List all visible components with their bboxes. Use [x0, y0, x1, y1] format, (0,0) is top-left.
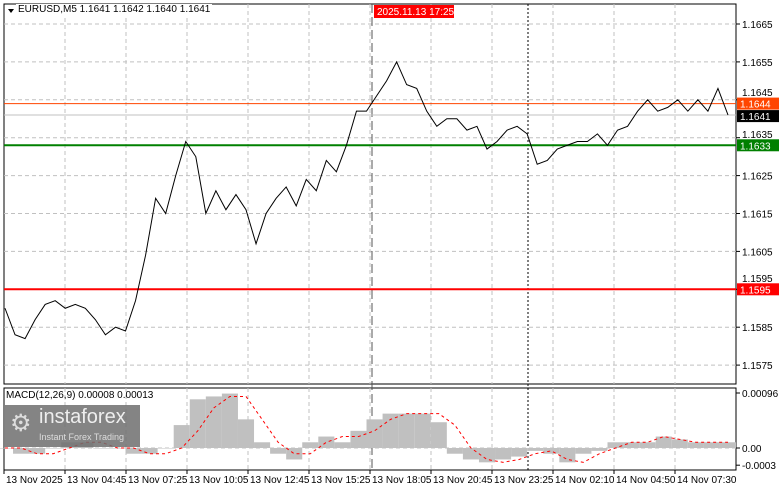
macd-histogram-bar: [703, 442, 720, 448]
x-tick-label: 13 Nov 23:25: [494, 475, 554, 486]
y-tick-label: 1.1635: [742, 130, 773, 141]
level-price-label: 1.1633: [740, 141, 771, 152]
instaforex-logo: ⚙ instaforex Instant Forex Trading: [5, 405, 140, 447]
macd-y-tick-label: 0.00: [742, 444, 762, 455]
x-tick-label: 13 Nov 2025: [6, 475, 63, 486]
x-tick-label: 14 Nov 02:10: [555, 475, 615, 486]
dropdown-triangle-icon: [8, 9, 14, 13]
chart-title: EURUSD,M5 1.1641 1.1642 1.1640 1.1641: [16, 4, 213, 15]
macd-histogram-bar: [671, 439, 688, 448]
y-tick-label: 1.1585: [742, 323, 773, 334]
level-price-tag: [737, 139, 779, 152]
macd-histogram-bar: [125, 448, 142, 454]
macd-histogram-bar: [13, 448, 30, 454]
crosshair-time-label: 2025.11.13 17:25: [377, 7, 455, 18]
macd-histogram-bar: [237, 419, 255, 448]
x-tick-label: 13 Nov 12:45: [250, 475, 310, 486]
gear-logo-icon: ⚙: [10, 410, 32, 437]
x-tick-label: 14 Nov 07:30: [677, 475, 737, 486]
macd-histogram-bar: [559, 448, 576, 463]
macd-histogram-bar: [446, 448, 463, 454]
x-tick-label: 13 Nov 15:25: [311, 475, 371, 486]
y-tick-label: 1.1625: [742, 172, 773, 183]
macd-label: MACD(12,26,9) 0.00008 0.00013: [6, 390, 154, 401]
logo-brand: instaforex: [39, 406, 126, 428]
y-tick-label: 1.1615: [742, 210, 773, 221]
y-tick-label: 1.1645: [742, 88, 773, 99]
macd-histogram-bar: [93, 448, 110, 449]
macd-histogram-bar: [29, 448, 46, 454]
macd-histogram-bar: [254, 442, 271, 448]
macd-histogram-bar: [639, 442, 656, 448]
level-price-label: 1.1644: [740, 100, 771, 111]
macd-histogram-bar: [334, 442, 351, 448]
macd-histogram-bar: [173, 425, 190, 448]
x-tick-label: 13 Nov 10:05: [189, 475, 249, 486]
price-series-line: [4, 60, 729, 340]
x-tick-label: 13 Nov 04:45: [67, 475, 127, 486]
macd-histogram-bar: [623, 442, 640, 448]
logo-tagline: Instant Forex Trading: [39, 432, 125, 442]
current-price-tag: [737, 110, 779, 123]
macd-histogram-bar: [270, 448, 287, 454]
macd-y-tick-label: 0.00096: [742, 389, 779, 400]
macd-histogram-bar: [45, 448, 62, 449]
macd-histogram-bar: [221, 393, 238, 448]
x-tick-label: 13 Nov 20:45: [433, 475, 493, 486]
macd-histogram-bar: [205, 396, 222, 448]
y-tick-label: 1.1595: [742, 274, 773, 285]
macd-histogram-bar: [655, 436, 672, 448]
macd-histogram-bar: [719, 442, 737, 448]
macd-histogram-bar: [157, 448, 174, 449]
macd-histogram-bar: [366, 419, 383, 448]
macd-histogram-bar: [607, 442, 624, 448]
macd-histogram-bar: [318, 436, 335, 448]
y-tick-label: 1.1655: [742, 58, 773, 69]
macd-histogram-bar: [543, 448, 560, 454]
crosshair-time-tag: [374, 5, 454, 18]
current-price-label: 1.1641: [740, 112, 771, 123]
y-tick-label: 1.1665: [742, 20, 773, 31]
x-tick-label: 13 Nov 07:25: [128, 475, 188, 486]
macd-histogram-bar: [478, 448, 496, 463]
macd-histogram-bar: [511, 448, 528, 457]
macd-histogram-bar: [575, 448, 592, 454]
macd-histogram-bar: [141, 448, 158, 454]
macd-histogram-bar: [382, 413, 399, 448]
level-price-tag: [737, 283, 779, 296]
macd-histogram-bar: [527, 448, 544, 451]
level-price-tag: [737, 97, 779, 110]
macd-histogram-bar: [495, 448, 512, 460]
macd-histogram-bar: [286, 448, 303, 460]
macd-histogram-bar: [398, 413, 415, 448]
level-price-label: 1.1595: [740, 285, 771, 296]
x-tick-label: 13 Nov 18:05: [372, 475, 432, 486]
y-tick-label: 1.1575: [742, 361, 773, 372]
macd-histogram-bar: [591, 448, 608, 451]
macd-histogram-bar: [462, 448, 479, 460]
x-tick-label: 14 Nov 04:50: [616, 475, 676, 486]
macd-y-tick-label: -0.0003: [742, 461, 776, 472]
macd-histogram-bar: [430, 422, 447, 448]
macd-histogram-bar: [189, 399, 206, 448]
macd-histogram-bar: [687, 442, 704, 448]
y-tick-label: 1.1605: [742, 247, 773, 258]
macd-histogram-bar: [350, 430, 367, 448]
macd-histogram-bar: [414, 413, 431, 448]
macd-histogram-bar: [302, 442, 319, 448]
